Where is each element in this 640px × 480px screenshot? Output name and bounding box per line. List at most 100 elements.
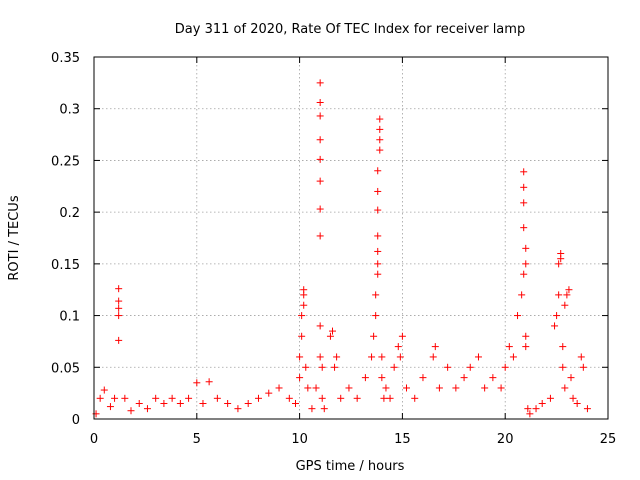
data-point <box>121 394 129 402</box>
data-point <box>316 177 324 185</box>
data-point <box>522 260 530 268</box>
data-point <box>524 405 532 413</box>
data-point <box>518 291 526 299</box>
data-point <box>557 250 565 258</box>
data-point <box>466 363 474 371</box>
data-point <box>444 363 452 371</box>
data-point <box>390 363 398 371</box>
data-point <box>538 399 546 407</box>
data-point <box>561 301 569 309</box>
data-point <box>318 363 326 371</box>
data-point <box>300 286 308 294</box>
x-tick-label: 5 <box>193 432 201 447</box>
data-point <box>331 363 339 371</box>
data-point <box>380 394 388 402</box>
data-point <box>326 332 334 340</box>
data-point <box>316 79 324 87</box>
data-point <box>316 232 324 240</box>
data-point <box>143 405 151 413</box>
data-point <box>298 312 306 320</box>
data-point <box>481 384 489 392</box>
data-point <box>193 379 201 387</box>
data-point <box>526 410 534 418</box>
data-point <box>316 322 324 330</box>
x-tick-label: 20 <box>497 432 514 447</box>
data-point <box>115 304 123 312</box>
data-point <box>115 312 123 320</box>
data-point <box>312 384 320 392</box>
data-point <box>376 146 384 154</box>
data-point <box>563 291 571 299</box>
data-point <box>501 363 509 371</box>
data-point <box>394 343 402 351</box>
data-point <box>176 399 184 407</box>
data-point <box>353 394 361 402</box>
data-point <box>115 297 123 305</box>
data-point <box>509 353 517 361</box>
data-point <box>115 336 123 344</box>
x-tick-label: 15 <box>394 432 411 447</box>
data-point <box>396 353 404 361</box>
y-tick-label: 0.05 <box>51 361 80 376</box>
data-point <box>546 394 554 402</box>
data-point <box>168 394 176 402</box>
data-point <box>555 291 563 299</box>
data-point <box>532 405 540 413</box>
data-point <box>316 205 324 213</box>
data-point <box>514 312 522 320</box>
data-point <box>370 332 378 340</box>
data-point <box>497 384 505 392</box>
data-point <box>520 199 528 207</box>
grid-lines <box>94 57 608 419</box>
data-point <box>398 332 406 340</box>
data-point <box>300 301 308 309</box>
data-point <box>298 332 306 340</box>
data-point <box>579 363 587 371</box>
data-point <box>316 353 324 361</box>
y-tick-label: 0.35 <box>51 51 80 66</box>
data-point <box>489 374 497 382</box>
data-point <box>435 384 443 392</box>
data-point <box>522 244 530 252</box>
data-point <box>376 115 384 123</box>
data-point <box>205 378 213 386</box>
data-point <box>115 285 123 293</box>
data-point <box>403 384 411 392</box>
y-tick-label: 0.3 <box>59 103 80 118</box>
data-point <box>520 270 528 278</box>
y-tick-label: 0.1 <box>59 310 80 325</box>
data-point <box>152 394 160 402</box>
data-point <box>244 399 252 407</box>
data-point <box>285 394 293 402</box>
x-tick-label: 10 <box>291 432 308 447</box>
data-point <box>106 403 114 411</box>
data-point <box>522 343 530 351</box>
data-point <box>254 394 262 402</box>
y-tick-label: 0.2 <box>59 206 80 221</box>
data-point <box>234 405 242 413</box>
data-point <box>553 312 561 320</box>
data-point <box>569 394 577 402</box>
y-tick-label: 0 <box>72 413 80 428</box>
data-point <box>345 384 353 392</box>
data-point <box>583 405 591 413</box>
data-point <box>561 384 569 392</box>
data-point <box>378 374 386 382</box>
data-point <box>372 291 380 299</box>
data-point <box>376 136 384 144</box>
data-point <box>265 389 273 397</box>
data-point <box>555 260 563 268</box>
data-point <box>374 167 382 175</box>
data-point <box>411 394 419 402</box>
data-point <box>567 374 575 382</box>
x-tick-label: 25 <box>600 432 617 447</box>
data-point <box>559 343 567 351</box>
data-point <box>374 232 382 240</box>
data-point <box>368 353 376 361</box>
data-point <box>333 353 341 361</box>
data-point <box>337 394 345 402</box>
chart-title: Day 311 of 2020, Rate Of TEC Index for r… <box>175 22 525 37</box>
plot-frame <box>93 56 609 420</box>
data-point <box>127 407 135 415</box>
data-point <box>520 168 528 176</box>
